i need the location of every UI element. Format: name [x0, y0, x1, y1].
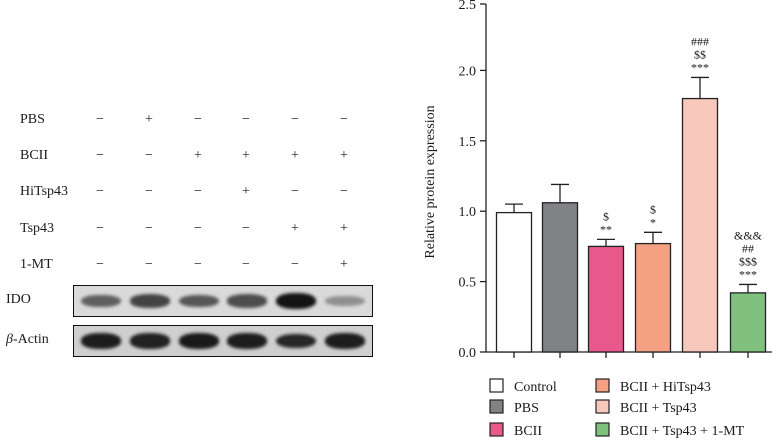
- blot-band: [227, 294, 267, 308]
- blot-strip: [73, 285, 373, 317]
- condition-sign: −: [194, 112, 202, 127]
- legend-swatch: [489, 378, 504, 393]
- legend-swatch: [595, 378, 610, 393]
- western-blot-panel: PBS − + − − − − BCII − − + + + + HiTsp43 − − − + − − Tsp43 − − −…: [0, 0, 380, 447]
- significance-marker: **: [600, 222, 612, 236]
- significance-marker: ##: [742, 241, 754, 255]
- blot-band: [179, 294, 219, 308]
- blot-band: [276, 333, 316, 349]
- y-tick-label: 1.5: [459, 135, 477, 150]
- condition-sign: +: [242, 184, 250, 199]
- condition-sign: +: [291, 148, 299, 163]
- condition-label: 1-MT: [20, 257, 53, 272]
- condition-sign: −: [145, 221, 153, 236]
- condition-sign: −: [96, 257, 104, 272]
- condition-sign: −: [96, 221, 104, 236]
- condition-sign: −: [291, 112, 299, 127]
- legend-swatch: [595, 422, 610, 437]
- condition-sign: −: [291, 257, 299, 272]
- condition-sign: +: [340, 148, 348, 163]
- bar: [634, 242, 672, 353]
- blot-band: [130, 333, 170, 349]
- condition-sign: +: [291, 221, 299, 236]
- condition-label: BCII: [20, 148, 48, 163]
- y-tick-label: 0.0: [459, 346, 477, 361]
- band-label-text: IDO: [6, 292, 31, 307]
- bar-chart: 0.0 0.5 1.0 1.5 2.0 2.5 Relative protein expre…: [423, 0, 772, 439]
- condition-sign: −: [96, 112, 104, 127]
- band-label: β-Actin: [6, 332, 49, 348]
- legend-label: BCII + HiTsp43: [620, 380, 711, 395]
- blot-band: [276, 293, 316, 309]
- legend-swatch: [595, 399, 610, 414]
- condition-sign: +: [194, 148, 202, 163]
- condition-label: HiTsp43: [20, 184, 69, 199]
- legend-label: Control: [514, 380, 557, 395]
- condition-sign: −: [96, 184, 104, 199]
- condition-sign: −: [194, 257, 202, 272]
- blot-band: [81, 294, 121, 308]
- condition-sign: −: [145, 257, 153, 272]
- condition-sign: −: [340, 112, 348, 127]
- condition-label: PBS: [20, 112, 45, 127]
- blot-band: [130, 294, 170, 308]
- band-label-prefix: β: [6, 332, 13, 347]
- bar: [587, 245, 625, 353]
- bar: [729, 292, 767, 353]
- condition-sign: −: [194, 184, 202, 199]
- legend-swatch: [489, 422, 504, 437]
- condition-label: Tsp43: [20, 221, 55, 236]
- blot-strip: [73, 325, 373, 357]
- condition-sign: −: [145, 148, 153, 163]
- band-label: IDO: [6, 292, 31, 308]
- condition-sign: −: [291, 184, 299, 199]
- condition-sign: −: [242, 112, 250, 127]
- condition-sign: −: [340, 184, 348, 199]
- bar: [495, 211, 533, 353]
- bar: [681, 97, 719, 353]
- y-tick-label: 2.0: [459, 64, 477, 79]
- significance-marker: *: [650, 215, 656, 229]
- legend-label: PBS: [514, 401, 539, 416]
- significance-marker: $$$: [739, 254, 757, 268]
- condition-sign: +: [340, 221, 348, 236]
- blot-band: [227, 333, 267, 349]
- condition-sign: −: [242, 257, 250, 272]
- significance-marker: &&&: [734, 228, 763, 242]
- significance-marker: $: [603, 209, 609, 223]
- condition-sign: −: [96, 148, 104, 163]
- significance-marker: ***: [739, 267, 757, 281]
- y-tick-label: 0.5: [459, 276, 477, 291]
- condition-sign: −: [194, 221, 202, 236]
- y-axis-label: Relative protein expression: [423, 105, 438, 258]
- condition-sign: −: [242, 221, 250, 236]
- bar: [541, 202, 579, 353]
- condition-sign: +: [340, 257, 348, 272]
- significance-marker: $$: [694, 47, 706, 61]
- y-tick-label: 2.5: [459, 0, 477, 13]
- blot-band: [325, 333, 365, 349]
- significance-marker: ***: [691, 60, 709, 74]
- significance-marker: $: [650, 202, 656, 216]
- condition-sign: +: [145, 112, 153, 127]
- legend-label: BCII: [514, 424, 542, 439]
- blot-band: [325, 295, 365, 307]
- legend-label: BCII + Tsp43: [620, 401, 697, 416]
- legend-swatch: [489, 399, 504, 414]
- significance-marker: ###: [691, 34, 709, 48]
- condition-sign: −: [145, 184, 153, 199]
- blot-band: [179, 333, 219, 349]
- condition-sign: +: [242, 148, 250, 163]
- blot-band: [81, 333, 121, 349]
- legend-label: BCII + Tsp43 + 1-MT: [620, 424, 745, 439]
- band-label-text: -Actin: [12, 332, 49, 347]
- y-tick-label: 1.0: [459, 205, 477, 220]
